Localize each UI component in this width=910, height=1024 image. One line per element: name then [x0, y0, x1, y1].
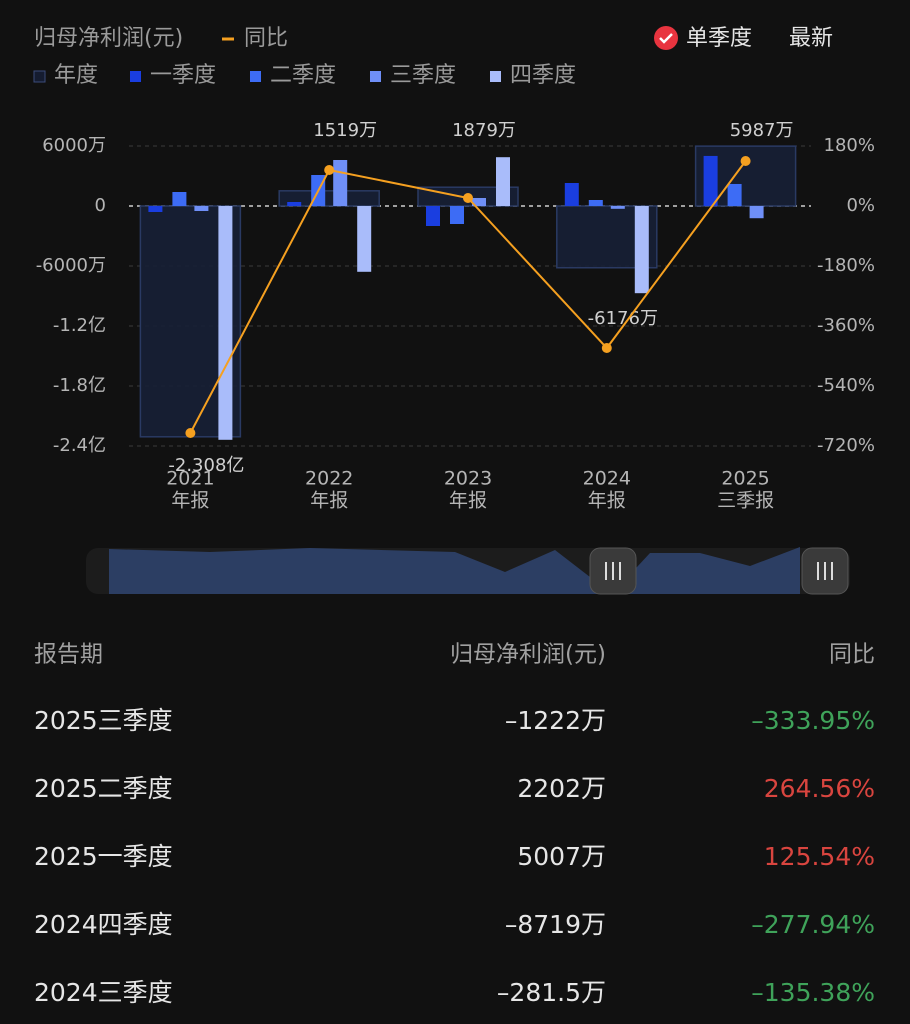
table-header: 同比 — [829, 642, 875, 668]
latest-button[interactable]: 最新 — [789, 26, 833, 51]
y-tick-label: -1.2亿 — [53, 315, 106, 336]
table-cell: 2025三季度 — [34, 706, 173, 735]
table-cell: 5007万 — [517, 842, 606, 871]
bar — [472, 198, 486, 206]
table-header: 归母净利润(元) — [450, 642, 606, 668]
slider-preview — [109, 548, 612, 594]
x-tick-label: 年报 — [171, 490, 209, 512]
x-tick-label: 年报 — [449, 490, 487, 512]
x-tick-label: 2021 — [166, 468, 214, 490]
x-tick-label: 年报 — [310, 490, 348, 512]
y2-tick-label: -360% — [817, 315, 875, 336]
y-tick-label: -2.4亿 — [53, 435, 106, 456]
bar — [588, 200, 603, 206]
check-icon — [659, 33, 673, 44]
x-tick-label: 2025 — [721, 468, 769, 490]
legend-swatch — [33, 70, 46, 83]
value-label: -2.308亿 — [168, 455, 244, 476]
bar — [148, 206, 163, 212]
y2-tick-label: 0% — [846, 195, 875, 216]
bar — [218, 206, 233, 440]
y-tick-label: -6000万 — [36, 255, 106, 276]
table-cell: –8719万 — [505, 910, 606, 939]
y2-tick-label: -720% — [817, 435, 875, 456]
bar — [172, 192, 187, 206]
table-cell: 125.54% — [764, 842, 875, 871]
value-label: -6176万 — [588, 308, 658, 329]
value-label: 5987万 — [730, 120, 794, 141]
legend-label: 三季度 — [390, 63, 456, 88]
bar — [703, 155, 718, 206]
chart-title: 归母净利润(元) — [34, 26, 183, 51]
legend-label: 四季度 — [510, 63, 576, 88]
bar — [357, 206, 372, 272]
bar — [634, 206, 649, 294]
bar — [333, 160, 348, 206]
table-cell: –1222万 — [505, 706, 606, 735]
handle-grip — [605, 562, 621, 580]
bar — [610, 206, 625, 209]
x-tick-label: 2023 — [444, 468, 492, 490]
x-tick-label: 三季报 — [717, 490, 774, 512]
yoy-point — [185, 428, 196, 438]
bar — [194, 206, 209, 211]
toggle-check[interactable] — [654, 26, 678, 50]
table-cell: 2024四季度 — [34, 910, 173, 939]
yoy-point — [601, 343, 612, 353]
legend-swatch — [250, 71, 261, 82]
y2-tick-label: -540% — [817, 375, 875, 396]
yoy-point — [324, 165, 335, 175]
legend-label: 年度 — [54, 63, 98, 88]
y2-tick-label: 180% — [824, 135, 875, 156]
table-cell: –281.5万 — [497, 978, 606, 1007]
legend-label: 二季度 — [270, 63, 336, 88]
table-cell: 2202万 — [517, 774, 606, 803]
table-cell: 2025二季度 — [34, 774, 173, 803]
x-tick-label: 2022 — [305, 468, 353, 490]
bar — [450, 206, 464, 224]
yoy-point — [463, 193, 473, 203]
legend-label: 同比 — [244, 26, 288, 51]
bar — [564, 183, 579, 206]
y2-tick-label: -180% — [817, 255, 875, 276]
y-tick-label: 6000万 — [42, 135, 106, 156]
table-header: 报告期 — [34, 642, 103, 668]
yoy-point — [740, 156, 751, 166]
handle-grip — [817, 562, 833, 580]
x-tick-label: 年报 — [588, 490, 626, 512]
table-cell: 264.56% — [764, 774, 875, 803]
bar — [496, 157, 510, 206]
table-cell: –135.38% — [751, 978, 875, 1007]
legend-swatch — [130, 71, 141, 82]
y-tick-label: 0 — [95, 195, 106, 216]
table-cell: –333.95% — [751, 706, 875, 735]
bar — [426, 206, 440, 226]
legend-label: 一季度 — [150, 63, 216, 88]
annual-box — [278, 190, 380, 207]
x-tick-label: 2024 — [583, 468, 631, 490]
value-label: 1879万 — [452, 120, 516, 141]
table-cell: 2024三季度 — [34, 978, 173, 1007]
legend-swatch — [370, 71, 381, 82]
slider-preview — [612, 547, 800, 594]
value-label: 1519万 — [313, 120, 377, 141]
bar — [749, 206, 764, 219]
y-tick-label: -1.8亿 — [53, 375, 106, 396]
toggle-label[interactable]: 单季度 — [686, 26, 752, 51]
legend-swatch — [490, 71, 501, 82]
table-cell: –277.94% — [751, 910, 875, 939]
bar — [287, 202, 302, 206]
table-cell: 2025一季度 — [34, 842, 173, 871]
bar — [727, 183, 742, 206]
